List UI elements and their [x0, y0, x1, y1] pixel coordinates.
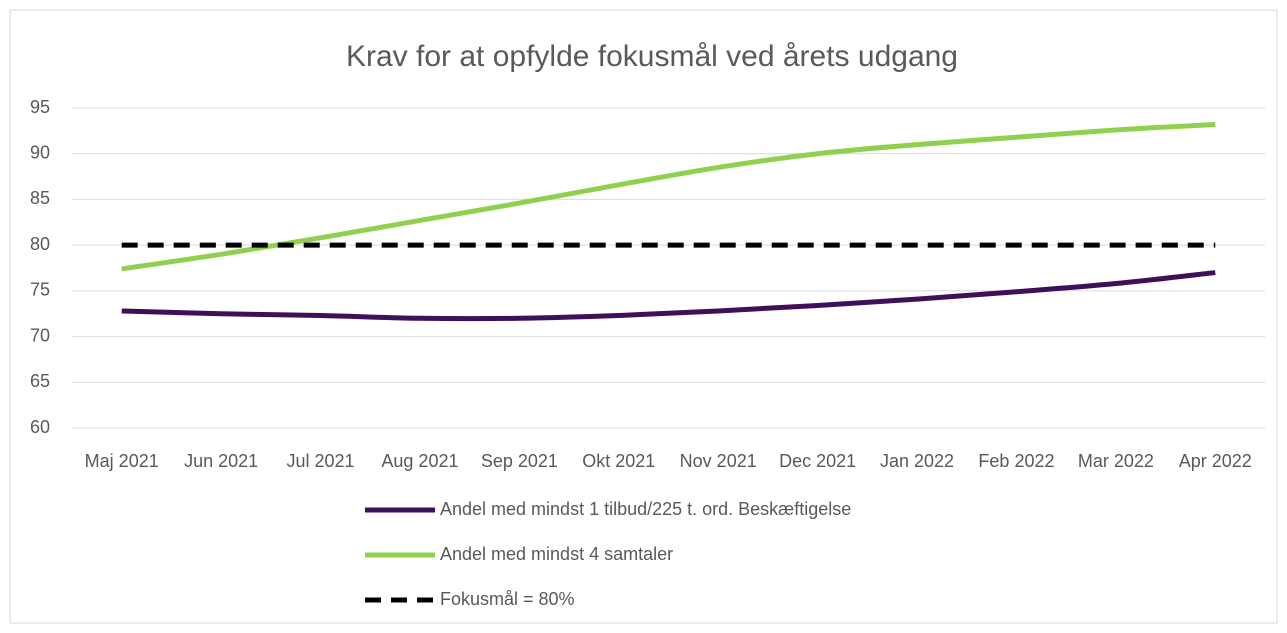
x-tick-label: Dec 2021 — [779, 451, 856, 471]
x-tick-label: Jul 2021 — [287, 451, 355, 471]
legend-label: Andel med mindst 1 tilbud/225 t. ord. Be… — [440, 499, 851, 519]
y-tick-label: 90 — [30, 142, 50, 162]
legend-label: Fokusmål = 80% — [440, 589, 575, 609]
series-line — [121, 121, 1216, 272]
y-tick-label: 80 — [30, 234, 50, 254]
x-tick-label: Maj 2021 — [85, 451, 159, 471]
y-tick-label: 95 — [30, 97, 50, 117]
x-tick-label: Jan 2022 — [880, 451, 954, 471]
y-tick-label: 60 — [30, 417, 50, 437]
y-tick-label: 65 — [30, 371, 50, 391]
legend-label: Andel med mindst 4 samtaler — [440, 544, 673, 564]
x-tick-label: Feb 2022 — [978, 451, 1054, 471]
x-tick-label: Sep 2021 — [481, 451, 558, 471]
x-tick-label: Jun 2021 — [184, 451, 258, 471]
x-tick-label: Apr 2022 — [1179, 451, 1252, 471]
y-tick-label: 85 — [30, 188, 50, 208]
chart-title: Krav for at opfylde fokusmål ved årets u… — [346, 40, 958, 73]
x-tick-label: Nov 2021 — [680, 451, 757, 471]
x-tick-label: Okt 2021 — [582, 451, 655, 471]
x-tick-label: Aug 2021 — [381, 451, 458, 471]
series-line — [121, 270, 1216, 322]
y-tick-label: 75 — [30, 280, 50, 300]
x-tick-label: Mar 2022 — [1078, 451, 1154, 471]
y-tick-label: 70 — [30, 325, 50, 345]
